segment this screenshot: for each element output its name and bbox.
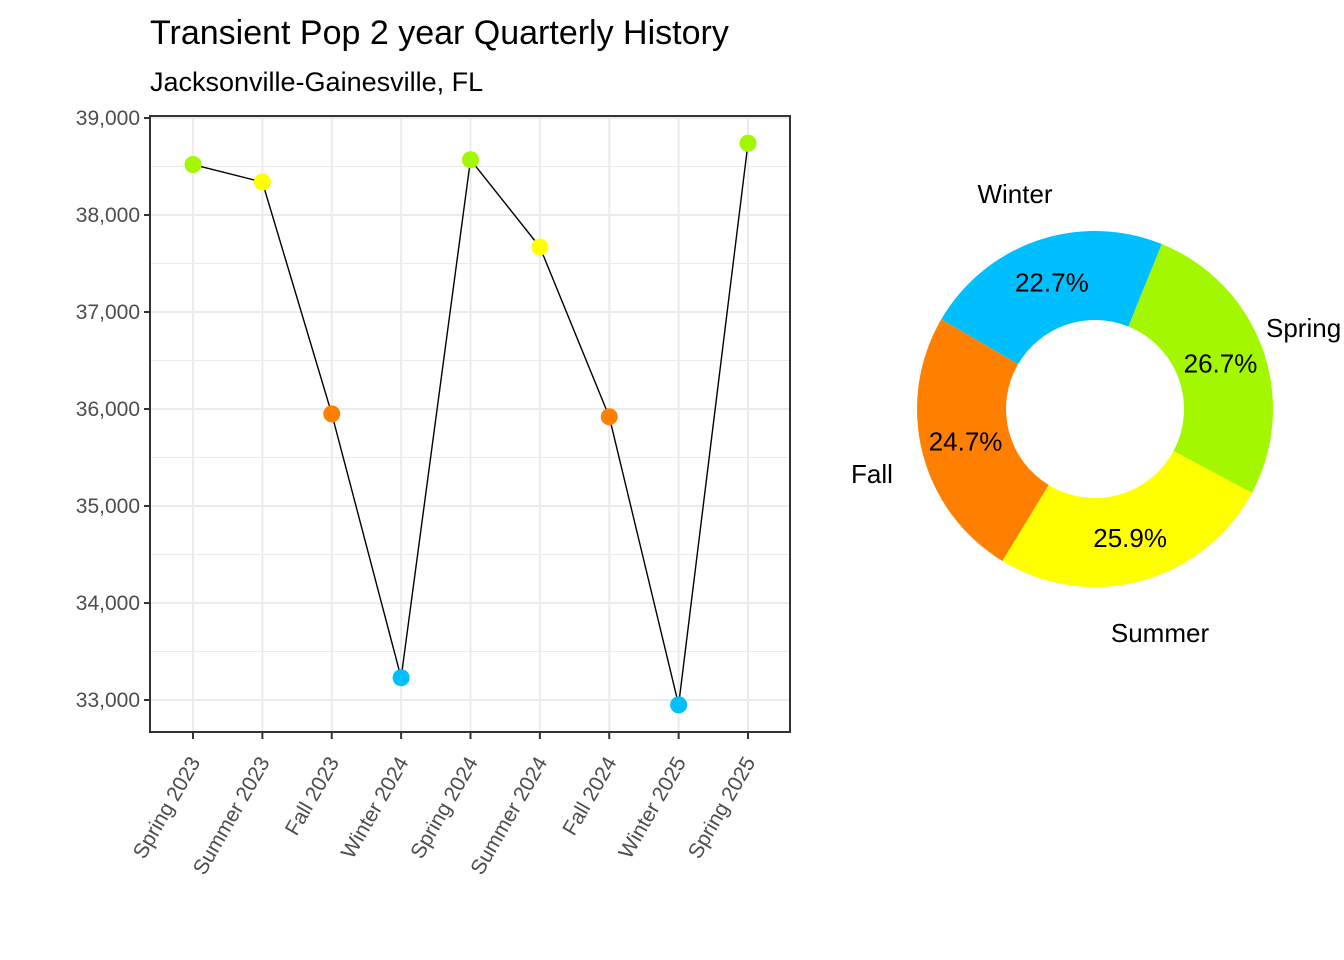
data-point (253, 173, 271, 191)
x-tick-label: Winter 2024 (337, 753, 414, 863)
x-tick-label: Spring 2024 (406, 753, 483, 863)
donut-percent-label: 24.7% (929, 427, 1003, 457)
major-gridlines (150, 116, 790, 732)
data-point (670, 696, 688, 714)
donut-chart-panel: 26.7% 25.9% 24.7% 22.7% Spring Summer Fall Win… (851, 179, 1341, 648)
x-tick-label: Winter 2025 (614, 753, 691, 863)
donut-slice-winter (941, 231, 1162, 365)
chart-subtitle: Jacksonville-Gainesville, FL (150, 67, 483, 97)
data-point (531, 238, 549, 256)
series-points (184, 134, 757, 714)
data-point (739, 134, 757, 152)
data-point (184, 156, 202, 174)
donut-percent-label: 26.7% (1184, 348, 1258, 378)
donut-percent-label: 22.7% (1015, 268, 1089, 298)
donut-slice-spring (1128, 243, 1273, 493)
y-axis: 33,000 34,000 35,000 36,000 37,000 38,000 39,0… (76, 107, 150, 712)
data-point (462, 151, 479, 169)
x-tick-label: Spring 2025 (684, 753, 761, 863)
data-point (600, 408, 618, 426)
chart-title: Transient Pop 2 year Quarterly History (150, 14, 729, 52)
donut-category-label: Winter (977, 179, 1052, 209)
y-tick-label: 38,000 (76, 204, 140, 227)
donut-category-label: Spring (1266, 313, 1341, 343)
donut-category-labels: Spring Summer Fall Winter (851, 179, 1341, 648)
x-tick-label: Fall 2023 (281, 753, 344, 839)
donut-percent-labels: 26.7% 25.9% 24.7% 22.7% (929, 268, 1258, 553)
y-tick-label: 35,000 (76, 495, 140, 518)
data-point (323, 405, 341, 423)
x-tick-label: Summer 2023 (189, 753, 275, 879)
y-tick-label: 39,000 (76, 107, 140, 130)
y-tick-label: 34,000 (76, 592, 140, 615)
donut-category-label: Summer (1111, 618, 1210, 648)
data-point (392, 669, 410, 687)
y-tick-label: 37,000 (76, 301, 140, 324)
donut-slices (917, 231, 1273, 587)
x-tick-label: Spring 2023 (129, 753, 206, 863)
x-tick-label: Fall 2024 (558, 753, 621, 840)
x-tick-label: Summer 2024 (466, 753, 552, 879)
donut-slice-fall (917, 319, 1049, 561)
donut-category-label: Fall (851, 459, 893, 489)
donut-slice-summer (1002, 450, 1252, 587)
y-tick-label: 36,000 (76, 398, 140, 421)
line-chart-panel: 33,000 34,000 35,000 36,000 37,000 38,000 39,0… (76, 107, 791, 879)
y-tick-label: 33,000 (76, 689, 140, 712)
donut-percent-label: 25.9% (1093, 523, 1167, 553)
